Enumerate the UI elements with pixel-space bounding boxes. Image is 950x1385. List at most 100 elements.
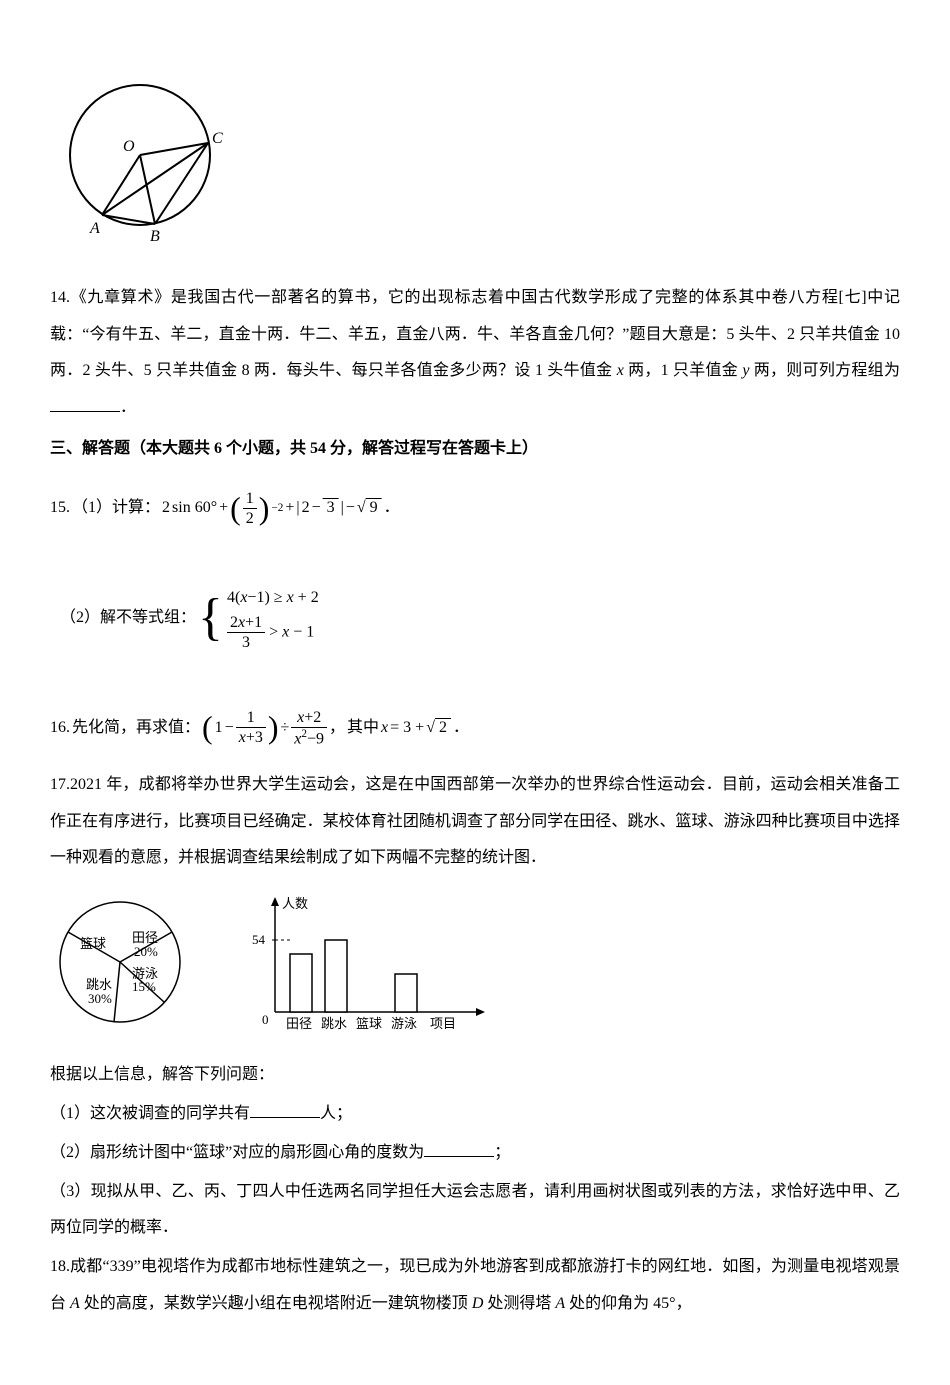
label-O: O <box>123 138 135 155</box>
q17-sub1-b: 人； <box>320 1105 352 1122</box>
circle-svg: O C A B <box>50 65 240 245</box>
q15-half-den: 2 <box>243 509 257 528</box>
q18-A2: A <box>555 1295 565 1312</box>
q15-lparen: ( <box>230 472 241 546</box>
q16-period: ． <box>453 710 469 747</box>
q16-label: 先化简，再求值： <box>72 710 200 747</box>
pie-tianjing: 田径 <box>132 930 158 945</box>
q15-half-num: 1 <box>243 489 257 509</box>
q15-exp: −2 <box>271 496 283 522</box>
q18-t4: 处的仰角为 45°， <box>565 1295 691 1312</box>
circle-geometry-figure: O C A B <box>50 65 900 260</box>
q15-sin60: sin 60° <box>172 490 217 527</box>
pie-tiaoshui-pct: 30% <box>88 991 112 1006</box>
l2n-b: +1 <box>245 614 262 631</box>
q16-one: 1 <box>215 710 223 747</box>
q15-half: 1 2 <box>243 489 257 528</box>
q17-sub3: （3）现拟从甲、乙、丙、丁四人中任选两名同学担任大运会志愿者，请利用画树状图或列… <box>50 1174 900 1248</box>
q17-sub2-b: ； <box>494 1144 510 1161</box>
q15-sys-line2: 2x+1 3 > x − 1 <box>227 613 319 652</box>
q15-period: ． <box>384 490 400 527</box>
bar-ylabel: 人数 <box>282 896 308 911</box>
q16-frac2: x+2 x2−9 <box>291 708 327 749</box>
question-18: 18.成都“339”电视塔作为成都市地标性建筑之一，现已成为外地游客到成都旅游打… <box>50 1249 900 1323</box>
question-15-part1: 15. （1）计算： 2 sin 60° + ( 1 2 ) −2 + | 2 … <box>50 472 900 546</box>
sys-l2-frac: 2x+1 3 <box>227 613 265 652</box>
q15-abs-close: | <box>341 490 344 527</box>
q17-sub2-blank <box>424 1141 494 1157</box>
q16-rparen: ) <box>268 691 279 765</box>
pie-lanqiu: 篮球 <box>80 936 106 951</box>
brace-icon: { <box>198 592 223 644</box>
l2n-a: 2 <box>230 614 238 631</box>
q16-f2-dt: −9 <box>307 730 324 747</box>
q15-plus2: + <box>285 490 294 527</box>
q16-f1-dx: x <box>239 729 246 746</box>
bar-xlabel: 项目 <box>430 1016 456 1031</box>
q16-f1-num: 1 <box>236 708 266 728</box>
q16-where: 其中 <box>347 710 379 747</box>
question-14: 14.《九章算术》是我国古代一部著名的算书，它的出现标志着中国古代数学形成了完整… <box>50 280 900 427</box>
pie-youyong-pct: 15% <box>132 979 156 994</box>
q16-x: x <box>381 710 388 747</box>
q15-p2-label: （2）解不等式组： <box>60 600 196 637</box>
bar-chart: 人数 54 0 田径 跳水 篮球 游泳 项目 <box>240 892 500 1042</box>
question-16: 16. 先化简，再求值： ( 1 − 1 x+3 ) ÷ x+2 x2−9 ， … <box>50 691 900 765</box>
q15-rparen: ) <box>259 472 270 546</box>
question-17: 17.2021 年，成都将举办世界大学生运动会，这是在中国西部第一次举办的世界综… <box>50 767 900 877</box>
sys-l1-c: + 2 <box>294 589 319 606</box>
q17-sub2: （2）扇形统计图中“篮球”对应的扇形圆心角的度数为； <box>50 1135 900 1172</box>
q16-f1-dt: +3 <box>246 729 263 746</box>
q18-t3: 处测得塔 <box>483 1295 555 1312</box>
q15-sys-line1: 4(x−1) ≥ x + 2 <box>227 584 319 613</box>
q14-punct: ． <box>120 399 136 416</box>
q14-var-x: x <box>617 362 624 379</box>
label-A: A <box>89 220 100 237</box>
q17-charts: 田径 20% 游泳 15% 跳水 30% 篮球 人数 54 0 田径 跳水 篮球… <box>50 892 900 1042</box>
q18-A: A <box>70 1295 80 1312</box>
q15-sqrt9: √ 9 <box>357 490 382 527</box>
q17-sub1-a: （1）这次被调查的同学共有 <box>50 1105 250 1122</box>
q16-number: 16. <box>50 710 70 747</box>
bar-cat-2: 篮球 <box>356 1016 382 1031</box>
question-15-part2: （2）解不等式组： { 4(x−1) ≥ x + 2 2x+1 3 > x − … <box>50 584 900 652</box>
bar-cat-0: 田径 <box>286 1016 312 1031</box>
q14-text-2: 两，1 只羊值金 <box>624 362 743 379</box>
q16-comma: ， <box>329 710 345 747</box>
q15-minus2: − <box>346 490 355 527</box>
q17-number: 17. <box>50 776 70 793</box>
q16-eq: = 3 + <box>390 710 424 747</box>
q17-followup: 根据以上信息，解答下列问题： <box>50 1057 900 1094</box>
q18-number: 18. <box>50 1258 70 1275</box>
bar-cat-1: 跳水 <box>321 1016 347 1031</box>
q16-f2-nt: +2 <box>304 709 321 726</box>
q18-t2: 处的高度，某数学兴趣小组在电视塔附近一建筑物楼顶 <box>80 1295 472 1312</box>
sys-l1-b: −1) ≥ <box>247 589 286 606</box>
q15-two2: 2 <box>302 490 310 527</box>
q17-sub1-blank <box>250 1102 320 1118</box>
bar-ytick-54: 54 <box>252 932 266 947</box>
q16-div: ÷ <box>281 710 290 747</box>
bar-origin: 0 <box>262 1012 269 1027</box>
q17-sub1: （1）这次被调查的同学共有 人； <box>50 1096 900 1133</box>
q15-minus: − <box>312 490 321 527</box>
q15-p1-label: （1）计算： <box>72 490 160 527</box>
label-C: C <box>212 130 223 147</box>
q15-plus1: + <box>219 490 228 527</box>
q15-system: { 4(x−1) ≥ x + 2 2x+1 3 > x − 1 <box>198 584 319 652</box>
q15-number: 15. <box>50 490 70 527</box>
sys-l1-x2: x <box>287 589 294 606</box>
label-B: B <box>150 228 160 245</box>
q14-number: 14. <box>50 289 70 306</box>
bar-cat-3: 游泳 <box>391 1016 417 1031</box>
q15-abs-open: | <box>296 490 299 527</box>
q16-sqrt2: √ 2 <box>426 710 451 747</box>
q16-minus: − <box>225 710 234 747</box>
q15-sqrt3: 3 <box>323 490 339 527</box>
q17-text: 2021 年，成都将举办世界大学生运动会，这是在中国西部第一次举办的世界综合性运… <box>50 776 900 867</box>
section-3-title: 三、解答题（本大题共 6 个小题，共 54 分，解答过程写在答题卡上） <box>50 431 900 468</box>
pie-tianjing-pct: 20% <box>134 944 158 959</box>
l2d: 3 <box>227 633 265 652</box>
pie-chart: 田径 20% 游泳 15% 跳水 30% 篮球 <box>50 892 200 1042</box>
q18-D: D <box>472 1295 484 1312</box>
